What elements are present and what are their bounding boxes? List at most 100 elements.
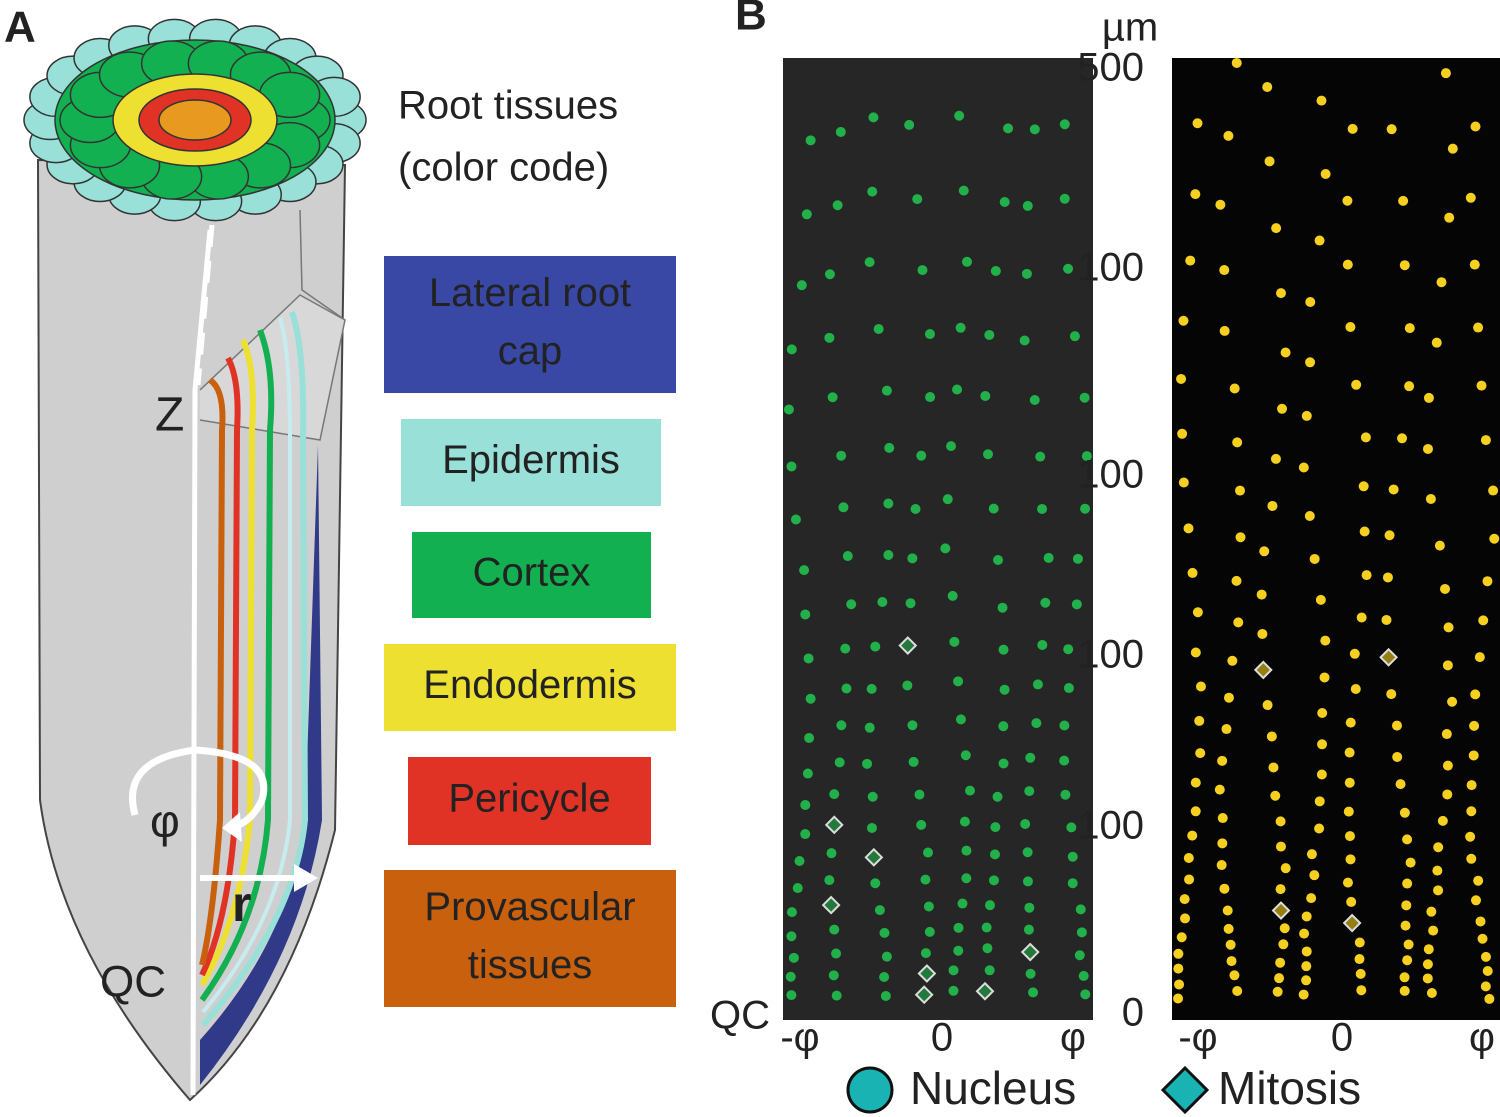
nucleus	[948, 965, 959, 976]
nucleus	[990, 822, 1001, 833]
nucleus	[904, 119, 915, 130]
nucleus	[794, 855, 805, 866]
nucleus	[1473, 875, 1484, 886]
axis-dash	[195, 224, 215, 386]
nucleus	[1404, 323, 1415, 334]
nucleus	[1345, 717, 1356, 728]
nucleus	[1020, 819, 1031, 830]
nucleus	[1403, 939, 1414, 950]
nucleus	[1433, 885, 1444, 896]
nucleus	[1298, 462, 1309, 473]
nucleus	[1382, 572, 1393, 583]
nucleus	[1217, 838, 1228, 849]
nucleus	[1306, 893, 1317, 904]
nucleus	[912, 194, 923, 205]
mitosis	[914, 985, 934, 1005]
nucleus	[804, 733, 815, 744]
tissue-label: Provascular	[424, 885, 635, 929]
nucleus	[1257, 628, 1268, 639]
nucleus	[1037, 639, 1048, 650]
tissue-box	[384, 256, 676, 393]
nucleus	[980, 390, 991, 401]
nucleus	[1384, 530, 1395, 541]
nucleus	[920, 874, 931, 885]
nucleus	[1444, 212, 1455, 223]
nucleus	[1360, 432, 1371, 443]
nucleus	[984, 329, 995, 340]
nucleus	[942, 494, 953, 505]
nucleus	[1173, 948, 1184, 959]
nucleus	[1019, 335, 1030, 346]
nucleus	[948, 985, 959, 996]
nucleus	[1185, 255, 1196, 266]
nucleus	[1043, 552, 1054, 563]
nucleus	[1314, 235, 1325, 246]
legend-label: Mitosis	[1218, 1062, 1361, 1114]
nucleus	[1347, 123, 1358, 134]
nucleus	[1192, 607, 1203, 618]
nucleus	[873, 323, 884, 334]
nucleus	[1222, 905, 1233, 916]
r-label: r	[232, 876, 251, 932]
nucleus	[1469, 259, 1480, 270]
nucleus	[1223, 692, 1234, 703]
nucleus	[999, 684, 1010, 695]
nucleus	[1434, 540, 1445, 551]
nucleus	[1426, 906, 1437, 917]
nucleus	[1190, 806, 1201, 817]
tissue-label: cap	[498, 329, 563, 373]
nucleus	[1195, 681, 1206, 692]
nucleus	[1075, 904, 1086, 915]
nucleus	[1402, 834, 1413, 845]
nucleus	[910, 504, 921, 515]
nucleus	[879, 972, 890, 983]
nucleus	[1319, 672, 1330, 683]
nucleus	[1277, 403, 1288, 414]
nucleus	[1469, 720, 1480, 731]
panel-nucleus	[783, 58, 1093, 1020]
nucleus	[1351, 379, 1362, 390]
nucleus	[1482, 576, 1493, 587]
nucleus	[1280, 863, 1291, 874]
y-tick-label: 100	[1077, 453, 1144, 497]
nucleus	[1256, 589, 1267, 600]
nucleus	[1314, 823, 1325, 834]
nucleus	[1447, 143, 1458, 154]
nucleus	[1217, 755, 1228, 766]
nucleus	[960, 750, 971, 761]
nucleus	[1440, 583, 1451, 594]
nucleus	[1426, 988, 1437, 999]
nucleus	[796, 280, 807, 291]
nucleus	[1301, 975, 1312, 986]
mitosis	[1379, 647, 1399, 667]
nucleus	[1432, 865, 1443, 876]
qc-label: QC	[100, 958, 166, 1007]
nucleus	[883, 549, 894, 560]
nucleus	[1059, 193, 1070, 204]
nucleus	[1401, 900, 1412, 911]
nucleus	[1346, 896, 1357, 907]
nucleus	[1063, 263, 1074, 274]
nucleus	[1474, 652, 1485, 663]
nucleus	[1480, 435, 1491, 446]
nucleus	[998, 758, 1009, 769]
tissue-box	[401, 419, 661, 506]
nucleus	[1226, 956, 1237, 967]
nucleus	[998, 721, 1009, 732]
nucleus	[841, 683, 852, 694]
nucleus	[1436, 277, 1447, 288]
nucleus	[1316, 95, 1327, 106]
nucleus	[1437, 815, 1448, 826]
nucleus	[940, 543, 951, 554]
nucleus	[805, 135, 816, 146]
nucleus	[1386, 689, 1397, 700]
nucleus	[1229, 970, 1240, 981]
nucleus	[1343, 806, 1354, 817]
arrowhead	[294, 864, 318, 892]
nucleus	[984, 900, 995, 911]
nucleus	[1080, 503, 1091, 514]
nucleus	[1466, 780, 1477, 791]
nucleus	[1183, 853, 1194, 864]
nucleus	[1219, 265, 1230, 276]
nucleus	[1223, 923, 1234, 934]
